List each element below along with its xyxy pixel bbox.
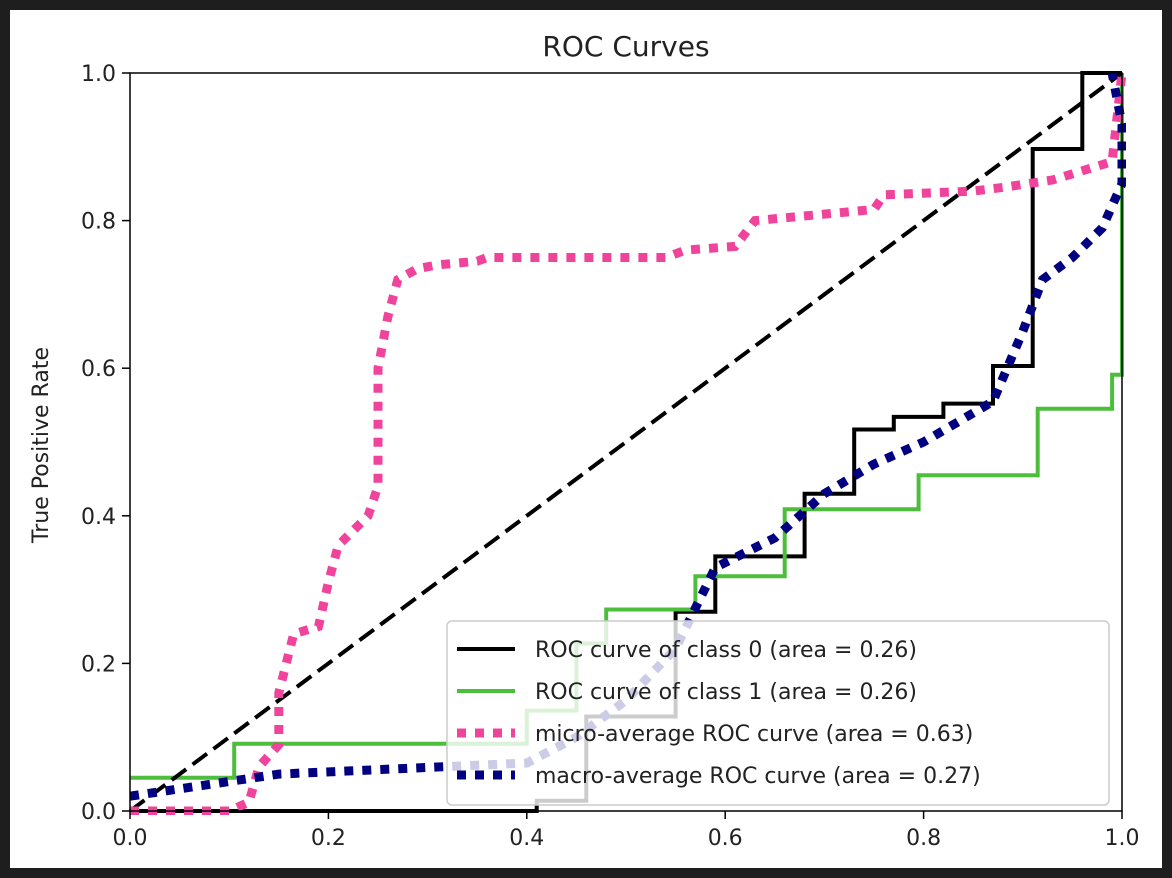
legend-label: ROC curve of class 0 (area = 0.26) <box>535 638 917 663</box>
chart-figure: ROC Curves True Positive Rate 0.0 0.2 0.4 0… <box>10 10 1162 868</box>
series-line-3 <box>129 72 1126 801</box>
x-tick-label: 0.8 <box>906 826 941 851</box>
x-tick-label: 0.0 <box>113 826 148 851</box>
y-axis-label: True Positive Rate <box>29 347 54 544</box>
series-line-4 <box>128 71 1124 813</box>
axes-frame <box>129 72 1123 812</box>
legend-box <box>446 620 1110 806</box>
legend: ROC curve of class 0 (area = 0.26) ROC cu… <box>446 620 1110 806</box>
x-tick-label: 0.6 <box>708 826 743 851</box>
x-tick-label: 0.4 <box>509 826 544 851</box>
chart-title: ROC Curves <box>542 30 709 63</box>
axis-ticks: 0.0 0.2 0.4 0.6 0.8 1.0 0.0 0.2 0.4 0.6 0.8 1.0 <box>81 62 1140 851</box>
x-tick-label: 1.0 <box>1105 826 1140 851</box>
legend-label: macro-average ROC curve (area = 0.27) <box>535 764 981 789</box>
y-tick-label: 0.2 <box>81 652 116 677</box>
roc-chart-svg: ROC Curves True Positive Rate 0.0 0.2 0.4 0… <box>29 30 1140 851</box>
y-tick-label: 0.8 <box>81 210 116 235</box>
x-tick-label: 0.2 <box>311 826 346 851</box>
y-tick-label: 0.0 <box>81 800 116 825</box>
legend-label: micro-average ROC curve (area = 0.63) <box>535 722 973 747</box>
y-tick-label: 0.4 <box>81 505 116 530</box>
legend-label: ROC curve of class 1 (area = 0.26) <box>535 680 917 705</box>
y-tick-label: 0.6 <box>81 357 116 382</box>
series-line-2 <box>130 72 1126 815</box>
y-tick-label: 1.0 <box>81 62 116 87</box>
